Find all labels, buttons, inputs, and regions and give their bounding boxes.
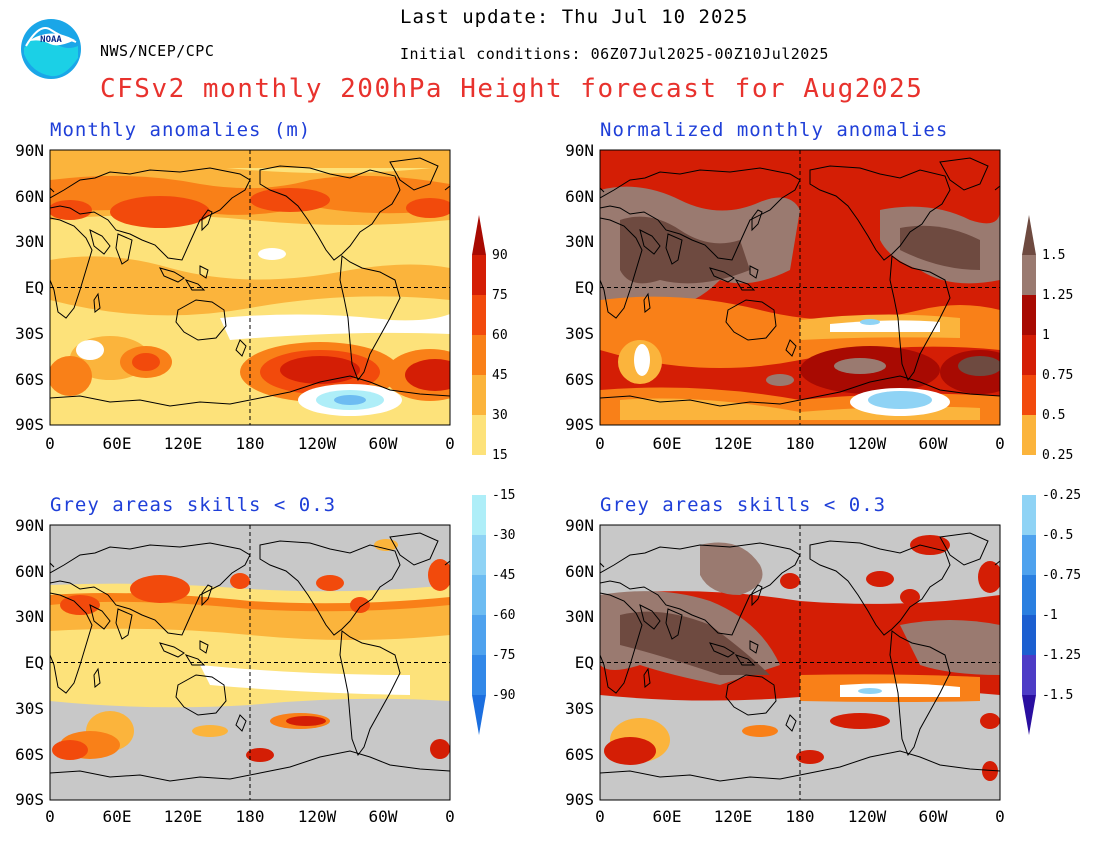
lon-label: 180 xyxy=(235,807,265,826)
lat-label: 90N xyxy=(565,516,594,535)
colorbar-tick-label: -15 xyxy=(492,488,516,503)
colorbar-tick-label: -75 xyxy=(492,648,516,663)
lat-label: 30S xyxy=(15,699,44,718)
lat-label: EQ xyxy=(24,278,44,297)
colorbar-tick-label: -60 xyxy=(492,608,516,623)
lat-label: 60S xyxy=(15,370,44,389)
colorbar-tick-label: 60 xyxy=(492,328,508,343)
lat-label: EQ xyxy=(24,653,44,672)
colorbar-tick-label: 15 xyxy=(492,448,508,463)
lat-label: 90N xyxy=(565,141,594,160)
lon-label: 60E xyxy=(102,807,132,826)
lon-label: 120W xyxy=(847,807,887,826)
lat-label: 90S xyxy=(565,790,594,809)
lon-label: 120W xyxy=(847,434,887,453)
map-panel-top-left xyxy=(49,149,451,426)
agency-label: NWS/NCEP/CPC xyxy=(100,42,215,60)
colorbar-tick-label: 1 xyxy=(1042,328,1050,343)
map-panel-top-right xyxy=(599,149,1001,426)
lon-label: 60W xyxy=(918,807,948,826)
lat-label: 30N xyxy=(15,232,44,251)
colorbar-tick-label: 1.5 xyxy=(1042,248,1066,263)
colorbar-tick-label: 0.5 xyxy=(1042,408,1066,423)
lon-label: 180 xyxy=(785,434,815,453)
lon-label: 60E xyxy=(652,807,682,826)
lat-label: 90S xyxy=(565,415,594,434)
lon-label: 0 xyxy=(595,807,605,826)
lat-label: 60S xyxy=(565,745,594,764)
initial-conditions: Initial conditions: 06Z07Jul2025-00Z10Ju… xyxy=(400,45,829,63)
lon-label: 60W xyxy=(368,434,398,453)
colorbar-tick-label: 1.25 xyxy=(1042,288,1074,303)
lon-label: 120E xyxy=(713,434,753,453)
lat-label: 90S xyxy=(15,415,44,434)
main-title: CFSv2 monthly 200hPa Height forecast for… xyxy=(100,74,924,104)
colorbar-tick-label: 0.75 xyxy=(1042,368,1074,383)
lon-label: 0 xyxy=(445,434,455,453)
lon-label: 0 xyxy=(995,434,1005,453)
lat-label: 90N xyxy=(15,141,44,160)
panel-title-top-left: Monthly anomalies (m) xyxy=(50,119,312,141)
lat-label: EQ xyxy=(574,653,594,672)
noaa-logo-text: NOAA xyxy=(40,35,62,45)
colorbar-tick-label: 90 xyxy=(492,248,508,263)
colorbar-tick-label: -0.5 xyxy=(1042,528,1074,543)
lon-label: 0 xyxy=(45,434,55,453)
lat-label: 30S xyxy=(15,324,44,343)
lat-label: 30S xyxy=(565,324,594,343)
colorbar-tick-label: -1 xyxy=(1042,608,1058,623)
map-panel-bottom-right xyxy=(599,524,1001,801)
lat-label: 60N xyxy=(15,562,44,581)
colorbar-tick-label: 75 xyxy=(492,288,508,303)
colorbar-tick-label: -30 xyxy=(492,528,516,543)
lat-label: 90S xyxy=(15,790,44,809)
colorbar-right xyxy=(1022,215,1036,735)
lat-label: 60N xyxy=(565,562,594,581)
colorbar-tick-label: -0.25 xyxy=(1042,488,1082,503)
lat-label: 30N xyxy=(565,232,594,251)
colorbar-tick-label: -1.25 xyxy=(1042,648,1082,663)
lat-label: 30N xyxy=(565,607,594,626)
colorbar-tick-label: 30 xyxy=(492,408,508,423)
lon-label: 60E xyxy=(102,434,132,453)
lon-label: 0 xyxy=(595,434,605,453)
lat-label: EQ xyxy=(574,278,594,297)
lon-label: 180 xyxy=(785,807,815,826)
colorbar-tick-label: 0.25 xyxy=(1042,448,1074,463)
lon-label: 60E xyxy=(652,434,682,453)
lon-label: 60W xyxy=(918,434,948,453)
lat-label: 60S xyxy=(565,370,594,389)
lat-label: 60S xyxy=(15,745,44,764)
lon-label: 120E xyxy=(163,807,203,826)
lon-label: 120E xyxy=(163,434,203,453)
lon-label: 60W xyxy=(368,807,398,826)
lat-label: 30N xyxy=(15,607,44,626)
lon-label: 0 xyxy=(45,807,55,826)
map-panel-bottom-left xyxy=(49,524,451,801)
colorbar-tick-label: -45 xyxy=(492,568,516,583)
colorbar-left xyxy=(472,215,486,735)
lat-label: 60N xyxy=(565,187,594,206)
colorbar-tick-label: -0.75 xyxy=(1042,568,1082,583)
panel-title-top-right: Normalized monthly anomalies xyxy=(600,119,949,141)
panel-title-bottom-right: Grey areas skills < 0.3 xyxy=(600,494,887,516)
lon-label: 180 xyxy=(235,434,265,453)
lat-label: 90N xyxy=(15,516,44,535)
lon-label: 120E xyxy=(713,807,753,826)
last-update: Last update: Thu Jul 10 2025 xyxy=(400,6,749,28)
lon-label: 120W xyxy=(297,807,337,826)
panel-title-bottom-left: Grey areas skills < 0.3 xyxy=(50,494,337,516)
noaa-logo: NOAA xyxy=(20,18,82,80)
colorbar-tick-label: 45 xyxy=(492,368,508,383)
lon-label: 0 xyxy=(995,807,1005,826)
lon-label: 0 xyxy=(445,807,455,826)
colorbar-tick-label: -90 xyxy=(492,688,516,703)
colorbar-tick-label: -1.5 xyxy=(1042,688,1074,703)
lon-label: 120W xyxy=(297,434,337,453)
lat-label: 60N xyxy=(15,187,44,206)
lat-label: 30S xyxy=(565,699,594,718)
